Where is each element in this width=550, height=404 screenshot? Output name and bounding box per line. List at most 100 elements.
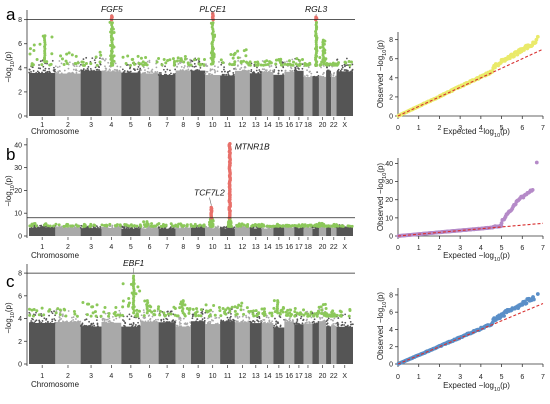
- manhattan-a-chrom-body: [284, 71, 295, 116]
- manhattan-point: [334, 322, 337, 325]
- manhattan-point: [301, 322, 304, 325]
- manhattan-b-chrom-X: [335, 224, 354, 236]
- manhattan-a-ytick-label: 6: [18, 41, 22, 48]
- manhattan-suggestive-point: [35, 58, 39, 62]
- panel-letter-a: a: [6, 5, 16, 24]
- manhattan-a-xtick-label: X: [342, 122, 347, 129]
- manhattan-a-xtick-label: 8: [181, 122, 185, 129]
- manhattan-suggestive-point: [57, 223, 61, 227]
- manhattan-c-xtick-label: 6: [148, 373, 152, 380]
- manhattan-point: [88, 320, 90, 323]
- manhattan-point: [189, 321, 192, 324]
- manhattan-suggestive-point: [153, 309, 157, 313]
- manhattan-point: [227, 70, 230, 73]
- manhattan-point: [28, 68, 31, 71]
- manhattan-b-xtick-label: 4: [109, 244, 113, 251]
- manhattan-c-xtick-label: 2: [66, 373, 70, 380]
- manhattan-point: [238, 315, 241, 318]
- manhattan-suggestive-point: [207, 314, 211, 318]
- manhattan-point: [102, 58, 105, 61]
- manhattan-suggestive-point: [202, 63, 206, 67]
- manhattan-suggestive-point: [211, 36, 215, 40]
- manhattan-a-xtick-label: 14: [264, 122, 272, 129]
- manhattan-suggestive-point: [126, 54, 130, 58]
- manhattan-b-chrom-18: [302, 223, 314, 236]
- manhattan-suggestive-point: [255, 313, 259, 317]
- qq-c-xtick-label: 0: [396, 374, 400, 381]
- qq-c-xtick-label: 3: [458, 374, 462, 381]
- manhattan-suggestive-point: [195, 307, 199, 311]
- manhattan-suggestive-point: [272, 306, 276, 310]
- manhattan-b-chrom-body: [303, 228, 313, 236]
- manhattan-point: [203, 319, 206, 322]
- manhattan-point: [49, 322, 52, 324]
- manhattan-point: [135, 227, 138, 230]
- manhattan-point: [176, 65, 179, 68]
- manhattan-suggestive-point: [228, 62, 232, 66]
- manhattan-point: [206, 70, 209, 73]
- manhattan-suggestive-point: [338, 309, 342, 313]
- manhattan-point: [276, 322, 279, 325]
- manhattan-point: [332, 324, 335, 327]
- manhattan-suggestive-point: [313, 223, 317, 227]
- manhattan-point: [266, 322, 269, 324]
- manhattan-point: [50, 310, 53, 313]
- qq-point: [493, 65, 497, 70]
- manhattan-point: [123, 70, 126, 72]
- manhattan-point: [279, 324, 282, 327]
- manhattan-c-chrom-body: [326, 326, 332, 364]
- manhattan-suggestive-point: [38, 42, 42, 46]
- manhattan-point: [221, 73, 224, 76]
- manhattan-a-chrom-body: [191, 70, 206, 116]
- manhattan-point: [269, 69, 272, 72]
- manhattan-point: [38, 321, 41, 323]
- manhattan-point: [36, 70, 39, 73]
- manhattan-suggestive-point: [114, 306, 118, 310]
- manhattan-b-ytick-label: 30: [14, 165, 22, 172]
- manhattan-point: [162, 318, 165, 321]
- manhattan-a-chrom-16: [283, 58, 296, 116]
- manhattan-a-chrom-11: [219, 52, 237, 116]
- manhattan-point: [101, 319, 104, 322]
- manhattan-point: [107, 70, 110, 73]
- manhattan-suggestive-point: [262, 307, 266, 311]
- manhattan-suggestive-point: [261, 63, 265, 67]
- manhattan-suggestive-point: [332, 223, 336, 227]
- manhattan-point: [60, 226, 63, 229]
- qq-point: [535, 34, 540, 39]
- manhattan-c-xtick-label: 16: [285, 373, 293, 380]
- manhattan-suggestive-point: [239, 308, 243, 312]
- manhattan-point: [35, 311, 37, 314]
- manhattan-point: [240, 66, 243, 69]
- manhattan-c-chrom-14: [260, 307, 274, 364]
- manhattan-point: [78, 65, 81, 68]
- manhattan-c-xtick-label: 10: [209, 373, 217, 380]
- manhattan-suggestive-point: [136, 314, 140, 318]
- manhattan-point: [32, 70, 35, 72]
- manhattan-point: [148, 59, 151, 62]
- manhattan-point: [73, 320, 75, 323]
- manhattan-point: [209, 322, 212, 325]
- manhattan-suggestive-point: [108, 20, 112, 24]
- manhattan-point: [44, 67, 47, 70]
- manhattan-suggestive-point: [178, 306, 182, 310]
- manhattan-point: [204, 72, 207, 75]
- manhattan-a-xtick-label: 15: [275, 122, 283, 129]
- manhattan-point: [250, 69, 253, 71]
- manhattan-point: [111, 226, 114, 229]
- manhattan-suggestive-point: [219, 58, 223, 62]
- manhattan-suggestive-point: [175, 59, 179, 63]
- qq-a-ytick-label: 0: [389, 114, 393, 121]
- manhattan-point: [148, 61, 151, 64]
- manhattan-point: [291, 70, 294, 73]
- manhattan-suggestive-point: [103, 306, 107, 310]
- manhattan-a-chrom-body: [303, 77, 313, 116]
- manhattan-point: [263, 68, 265, 71]
- manhattan-point: [178, 318, 181, 320]
- manhattan-point: [256, 319, 259, 322]
- manhattan-suggestive-point: [293, 307, 297, 311]
- manhattan-point: [286, 60, 288, 63]
- manhattan-a-chrom-4: [101, 14, 122, 116]
- manhattan-point: [119, 312, 122, 315]
- manhattan-point: [149, 317, 152, 320]
